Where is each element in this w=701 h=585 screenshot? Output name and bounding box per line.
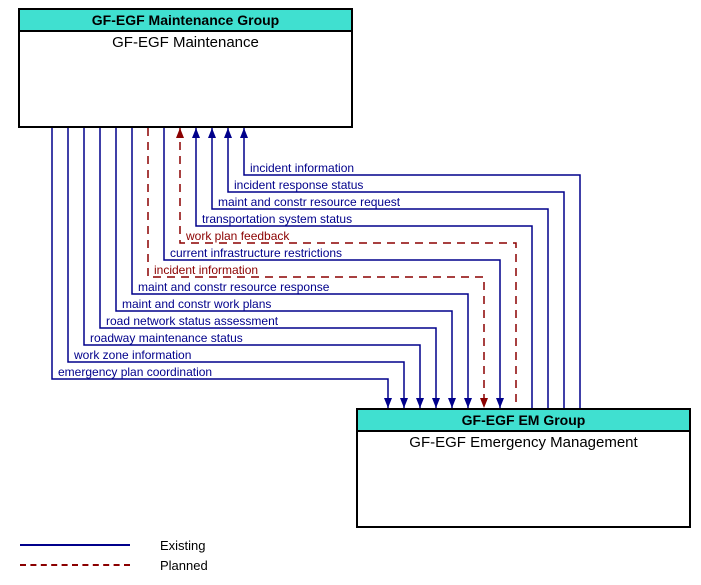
flow-label: current infrastructure restrictions	[170, 246, 342, 260]
legend: Existing Planned	[20, 535, 208, 575]
flow-label: work plan feedback	[186, 229, 289, 243]
legend-planned: Planned	[20, 555, 208, 575]
legend-existing-line	[20, 544, 130, 546]
emergency-box-header: GF-EGF EM Group	[358, 410, 689, 432]
maintenance-box-header: GF-EGF Maintenance Group	[20, 10, 351, 32]
legend-existing: Existing	[20, 535, 208, 555]
flow-label: work zone information	[74, 348, 191, 362]
maintenance-box-title: GF-EGF Maintenance	[20, 32, 351, 53]
flow-label: emergency plan coordination	[58, 365, 212, 379]
emergency-box: GF-EGF EM Group GF-EGF Emergency Managem…	[356, 408, 691, 528]
legend-planned-label: Planned	[160, 558, 208, 573]
flow-label: incident response status	[234, 178, 363, 192]
flow-label: incident information	[250, 161, 354, 175]
flow-label: roadway maintenance status	[90, 331, 243, 345]
flow-label: maint and constr resource response	[138, 280, 329, 294]
flow-label: road network status assessment	[106, 314, 278, 328]
flow-label: maint and constr work plans	[122, 297, 271, 311]
flow-label: incident information	[154, 263, 258, 277]
emergency-box-title: GF-EGF Emergency Management	[358, 432, 689, 453]
maintenance-box: GF-EGF Maintenance Group GF-EGF Maintena…	[18, 8, 353, 128]
legend-planned-line	[20, 564, 130, 566]
legend-existing-label: Existing	[160, 538, 206, 553]
flow-label: maint and constr resource request	[218, 195, 400, 209]
flow-label: transportation system status	[202, 212, 352, 226]
